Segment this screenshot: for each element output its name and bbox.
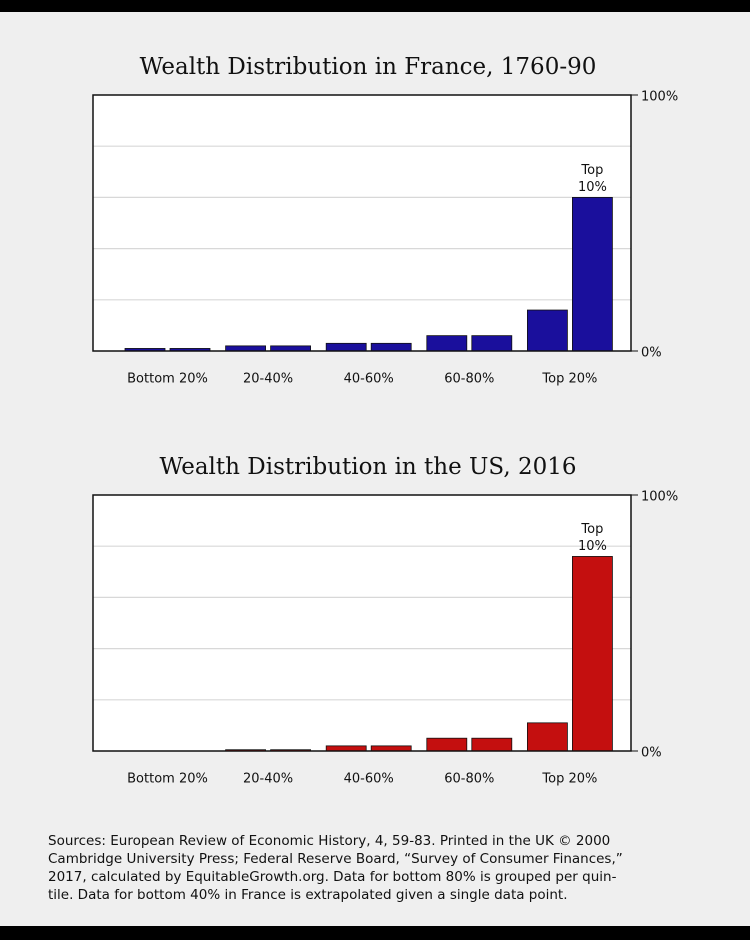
y-tick-label: 0% bbox=[641, 746, 662, 761]
bar bbox=[572, 196, 613, 352]
annotation: 10% bbox=[578, 539, 607, 554]
x-tick-label: Bottom 20% bbox=[127, 772, 208, 787]
top-border bbox=[0, 0, 750, 12]
chart-title: Wealth Distribution in France, 1760-90 bbox=[140, 54, 597, 80]
bar bbox=[471, 335, 513, 352]
x-tick-label: Top 20% bbox=[541, 772, 597, 787]
plot-frame bbox=[92, 494, 632, 752]
sources: Sources: European Review of Economic His… bbox=[48, 832, 718, 904]
x-tick-label: 60-80% bbox=[444, 772, 494, 787]
bar bbox=[527, 722, 568, 752]
bar bbox=[325, 342, 367, 352]
source-line: Cambridge University Press; Federal Rese… bbox=[48, 851, 623, 867]
source-line: 2017, calculated by EquitableGrowth.org.… bbox=[48, 869, 617, 885]
x-tick-label: 40-60% bbox=[344, 372, 394, 387]
x-tick-label: Bottom 20% bbox=[127, 372, 208, 387]
y-tick-label: 100% bbox=[641, 490, 678, 505]
bar bbox=[370, 745, 412, 752]
x-tick-label: 40-60% bbox=[344, 772, 394, 787]
annotation: Top bbox=[580, 522, 603, 537]
x-tick-label: 20-40% bbox=[243, 772, 293, 787]
bar bbox=[426, 335, 468, 352]
plot-area bbox=[93, 495, 631, 751]
source-line: Sources: European Review of Economic His… bbox=[48, 833, 611, 849]
source-line: tile. Data for bottom 40% in France is e… bbox=[48, 887, 568, 903]
plot-area bbox=[93, 95, 631, 351]
bottom-border bbox=[0, 926, 750, 940]
plot-frame bbox=[92, 94, 632, 352]
x-tick-label: 60-80% bbox=[444, 372, 494, 387]
y-tick-label: 100% bbox=[641, 90, 678, 105]
bar bbox=[270, 345, 312, 352]
bar bbox=[572, 556, 613, 752]
bar bbox=[225, 345, 267, 352]
bar bbox=[527, 309, 568, 352]
bar bbox=[426, 737, 468, 752]
bar bbox=[325, 745, 367, 752]
y-tick-label: 0% bbox=[641, 346, 662, 361]
chart-title: Wealth Distribution in the US, 2016 bbox=[159, 454, 576, 480]
bar bbox=[471, 737, 513, 752]
annotation: 10% bbox=[578, 180, 607, 195]
annotation: Top bbox=[580, 163, 603, 178]
bar bbox=[370, 342, 412, 352]
x-tick-label: 20-40% bbox=[243, 372, 293, 387]
x-tick-label: Top 20% bbox=[541, 372, 597, 387]
